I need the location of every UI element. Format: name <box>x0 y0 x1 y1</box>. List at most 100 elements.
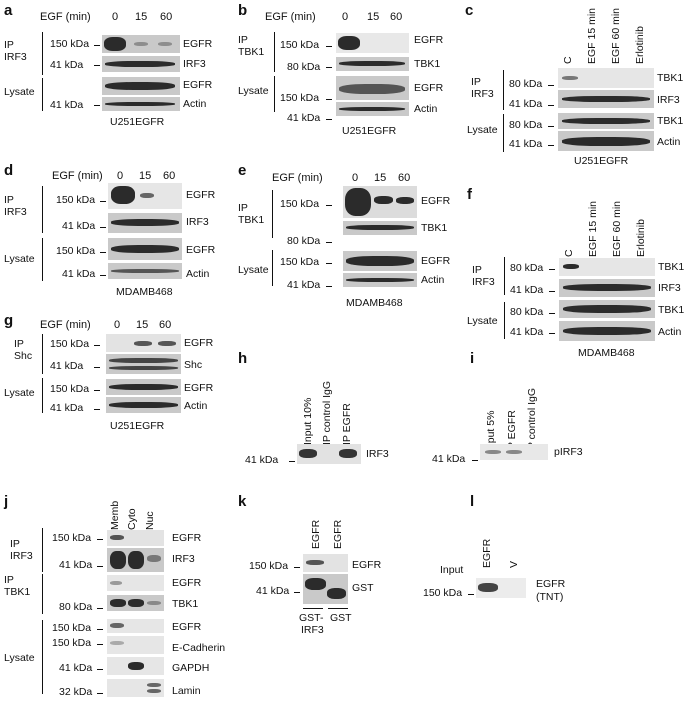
tick <box>294 567 300 568</box>
lane-label: Erlotinib <box>635 219 647 257</box>
blot-band <box>563 305 651 313</box>
blot-band <box>478 583 498 592</box>
kda-label: 150 kDa <box>52 622 92 634</box>
blot-band <box>147 601 161 605</box>
blot-strip <box>558 68 654 88</box>
blot-band <box>128 662 144 670</box>
blot-band <box>339 449 357 458</box>
panel-label: c <box>465 2 474 19</box>
ip-label: IP Shc <box>14 338 33 362</box>
protein-label: Actin <box>184 400 208 412</box>
lane-label: V <box>508 560 520 568</box>
panel-label: k <box>238 493 247 510</box>
tick <box>97 693 103 694</box>
bracket <box>42 334 43 374</box>
tick <box>326 46 332 47</box>
bracket <box>504 302 505 339</box>
bracket <box>503 114 504 152</box>
blot-strip <box>108 213 182 233</box>
blot-band <box>109 384 178 390</box>
blot-strip <box>102 56 180 72</box>
blot-band <box>562 76 578 80</box>
lysate-label: Lysate <box>4 652 35 664</box>
blot-band <box>158 341 176 346</box>
lane-label: 60 <box>160 11 173 23</box>
input-label: Input <box>440 564 464 576</box>
protein-label: EGFR <box>352 559 382 571</box>
tick <box>548 145 554 146</box>
blot-band <box>327 588 346 599</box>
blot-band <box>346 256 414 266</box>
protein-label: Actin <box>657 136 681 148</box>
kda-label: 150 kDa <box>280 92 320 104</box>
protein-label: EGFR <box>172 621 202 633</box>
tick <box>326 263 332 264</box>
lane-label: 15 <box>367 11 380 23</box>
blot-band <box>111 269 179 273</box>
cell-line-label: U251EGFR <box>110 116 165 128</box>
protein-label: EGFR <box>183 79 213 91</box>
protein-label: EGFR <box>172 577 202 589</box>
blot-strip <box>107 595 164 611</box>
lane-label: IP EGFR <box>341 403 353 445</box>
blot-band <box>140 193 154 198</box>
blot-strip <box>102 35 180 53</box>
tick <box>97 629 103 630</box>
protein-label: TBK1 <box>421 222 448 234</box>
blot-strip <box>108 263 182 279</box>
tick <box>326 286 332 287</box>
kda-label: 41 kDa <box>62 220 96 232</box>
kda-label: 41 kDa <box>510 284 544 296</box>
kda-label: 150 kDa <box>50 338 90 350</box>
kda-label: 41 kDa <box>50 360 84 372</box>
protein-label: TBK1 <box>657 72 684 84</box>
tick <box>100 275 106 276</box>
tick <box>472 460 478 461</box>
bracket <box>42 186 43 233</box>
lane-underline <box>303 608 323 609</box>
panel-label: h <box>238 350 248 367</box>
protein-label: EGFR <box>184 382 214 394</box>
bracket <box>42 32 43 75</box>
blot-strip <box>107 575 164 591</box>
kda-label: 150 kDa <box>52 637 92 649</box>
kda-label: 41 kDa <box>50 402 84 414</box>
kda-label: 41 kDa <box>59 559 93 571</box>
lane-label: 0 <box>352 172 359 184</box>
blot-strip <box>559 300 655 318</box>
kda-label: 41 kDa <box>50 59 84 71</box>
tick <box>94 367 100 368</box>
tick <box>326 242 332 243</box>
blot-strip <box>108 183 182 209</box>
protein-label: EGFR <box>414 82 444 94</box>
tick <box>326 119 332 120</box>
lysate-label: Lysate <box>467 315 498 327</box>
blot-strip <box>107 636 164 654</box>
tick <box>97 644 103 645</box>
bottom-label: IRF3 <box>301 624 324 636</box>
blot-strip <box>558 113 654 129</box>
blot-band <box>110 623 124 628</box>
kda-label: 41 kDa <box>287 112 321 124</box>
kda-label: 150 kDa <box>423 587 463 599</box>
tick <box>468 594 474 595</box>
blot-strip <box>102 77 180 95</box>
protein-label: IRF3 <box>183 58 206 70</box>
protein-label: EGFR <box>186 189 216 201</box>
lane-label: EGFR <box>332 519 344 549</box>
protein-label: EGFR <box>183 38 213 50</box>
kda-label: 80 kDa <box>287 235 321 247</box>
lane-label: 60 <box>163 170 176 182</box>
kda-label: 80 kDa <box>287 61 321 73</box>
blot-strip <box>303 554 348 572</box>
blot-band <box>128 551 144 569</box>
blot-band <box>134 42 148 46</box>
blot-strip <box>336 57 409 71</box>
blot-strip <box>559 258 655 276</box>
bracket <box>42 574 43 614</box>
ip-label: IP TBK1 <box>238 202 265 226</box>
blot-strip <box>336 33 409 53</box>
protein-label: Lamin <box>172 685 201 697</box>
blot-strip <box>107 548 164 572</box>
blot-band <box>396 197 414 204</box>
